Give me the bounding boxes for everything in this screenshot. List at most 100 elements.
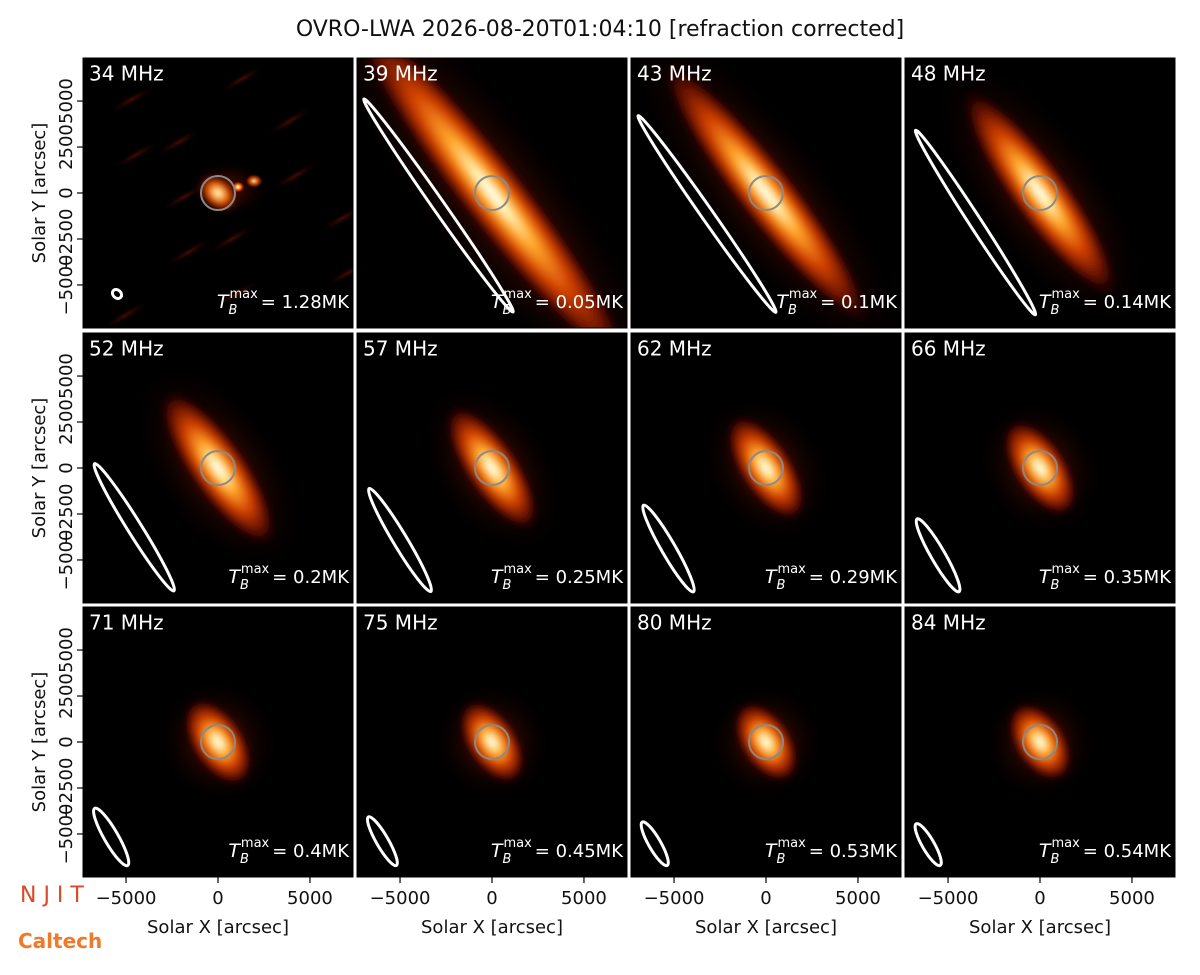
tb-sub: B (777, 578, 786, 593)
panel (905, 607, 1175, 877)
tb-symbol: T (491, 840, 504, 862)
panel (905, 58, 1175, 328)
beam (92, 806, 131, 868)
tb-symbol: T (228, 840, 241, 862)
tb-symbol: T (776, 291, 789, 313)
panel-frame (630, 332, 902, 604)
frequency-label: 34 MHz (89, 62, 164, 86)
solar-disk (748, 175, 784, 211)
y-tick-label: −2500 (56, 209, 77, 270)
tmax-label: TBmax = 0.54MK (1039, 836, 1172, 867)
tb-symbol: T (765, 840, 778, 862)
tb-sup: max (1051, 836, 1080, 851)
tb-sub: B (503, 852, 512, 867)
tb-sup: max (777, 836, 806, 851)
x-tick-label: 0 (760, 888, 771, 909)
frequency-label: 52 MHz (89, 337, 164, 361)
tmax-label: TBmax = 0.45MK (491, 836, 624, 867)
sidelobe (270, 161, 320, 191)
y-tick-label: 5000 (56, 353, 77, 399)
x-tick-label: 5000 (1109, 888, 1155, 909)
tmax-value: = 0.45MK (535, 841, 624, 862)
y-tick-label: 0 (56, 187, 77, 198)
tmax-label: TBmax = 0.1MK (776, 287, 898, 318)
tb-sub: B (1051, 578, 1060, 593)
solar-disk (474, 450, 510, 486)
tmax-value: = 0.54MK (1083, 841, 1172, 862)
tb-symbol: T (491, 291, 504, 313)
y-axis-label: Solar Y [arcsec] (29, 672, 50, 813)
source (198, 174, 238, 212)
panel (357, 58, 627, 328)
tb-sup: max (241, 562, 270, 577)
tmax-value: = 0.2MK (272, 567, 350, 588)
panel (631, 333, 901, 603)
frequency-label: 71 MHz (89, 611, 164, 635)
tmax-label: TBmax = 0.35MK (1039, 562, 1172, 593)
x-tick-label: −5000 (918, 888, 979, 909)
tb-sup: max (503, 287, 532, 302)
x-axis-label: Solar X [arcsec] (421, 917, 563, 938)
panel (83, 333, 353, 603)
sidelobe (265, 106, 315, 136)
tmax-label: TBmax = 0.53MK (765, 836, 898, 867)
sidelobe (207, 224, 257, 254)
beam (636, 114, 778, 314)
tb-sub: B (1051, 303, 1060, 318)
tmax-label: TBmax = 0.29MK (765, 562, 898, 593)
tmax-label: TBmax = 0.05MK (491, 287, 624, 318)
tb-sup: max (1051, 287, 1080, 302)
tb-symbol: T (1039, 566, 1052, 588)
tmax-value: = 0.1MK (820, 292, 898, 313)
panel-frame (904, 332, 1176, 604)
tmax-label: TBmax = 0.14MK (1039, 287, 1172, 318)
figure-title: OVRO-LWA 2026-08-20T01:04:10 [refraction… (296, 17, 904, 42)
panel (905, 333, 1175, 603)
y-tick-label: 0 (56, 462, 77, 473)
panel (357, 607, 627, 877)
sidelobe (318, 203, 353, 233)
tb-sup: max (503, 836, 532, 851)
x-tick-label: −5000 (96, 888, 157, 909)
y-tick-label: 2500 (56, 673, 77, 719)
y-tick-label: −5000 (56, 804, 77, 865)
tmax-label: TBmax = 0.4MK (228, 836, 350, 867)
x-tick-label: 0 (486, 888, 497, 909)
solar-disk (1022, 450, 1058, 486)
source (357, 58, 627, 328)
x-tick-label: 0 (212, 888, 223, 909)
frequency-label: 39 MHz (363, 62, 438, 86)
source (658, 58, 874, 328)
solar-disk (748, 724, 784, 760)
frequency-label: 62 MHz (637, 337, 712, 361)
panel (357, 333, 627, 603)
beam (367, 486, 433, 594)
y-tick-label: 2500 (56, 124, 77, 170)
tmax-value: = 0.53MK (809, 841, 898, 862)
x-tick-label: −5000 (644, 888, 705, 909)
panel (631, 607, 901, 877)
sidelobe (111, 140, 161, 170)
panel-frame (630, 57, 902, 329)
beam (639, 820, 670, 868)
sidelobe (154, 127, 204, 157)
x-tick-label: 5000 (561, 888, 607, 909)
source (732, 700, 800, 784)
y-tick-label: −2500 (56, 484, 77, 545)
frequency-label: 84 MHz (911, 611, 986, 635)
tb-sub: B (777, 852, 786, 867)
frequency-label: 80 MHz (637, 611, 712, 635)
beam (641, 503, 696, 594)
solar-disk (1022, 724, 1058, 760)
x-axis-label: Solar X [arcsec] (969, 917, 1111, 938)
tb-symbol: T (228, 566, 241, 588)
source (1001, 418, 1079, 518)
solar-disk (474, 724, 510, 760)
beam (913, 128, 1038, 317)
tmax-label: TBmax = 0.2MK (228, 562, 350, 593)
tmax-value: = 0.25MK (535, 567, 624, 588)
frequency-label: 48 MHz (911, 62, 986, 86)
solar-disk (200, 724, 236, 760)
tmax-value: = 1.28MK (261, 292, 350, 313)
